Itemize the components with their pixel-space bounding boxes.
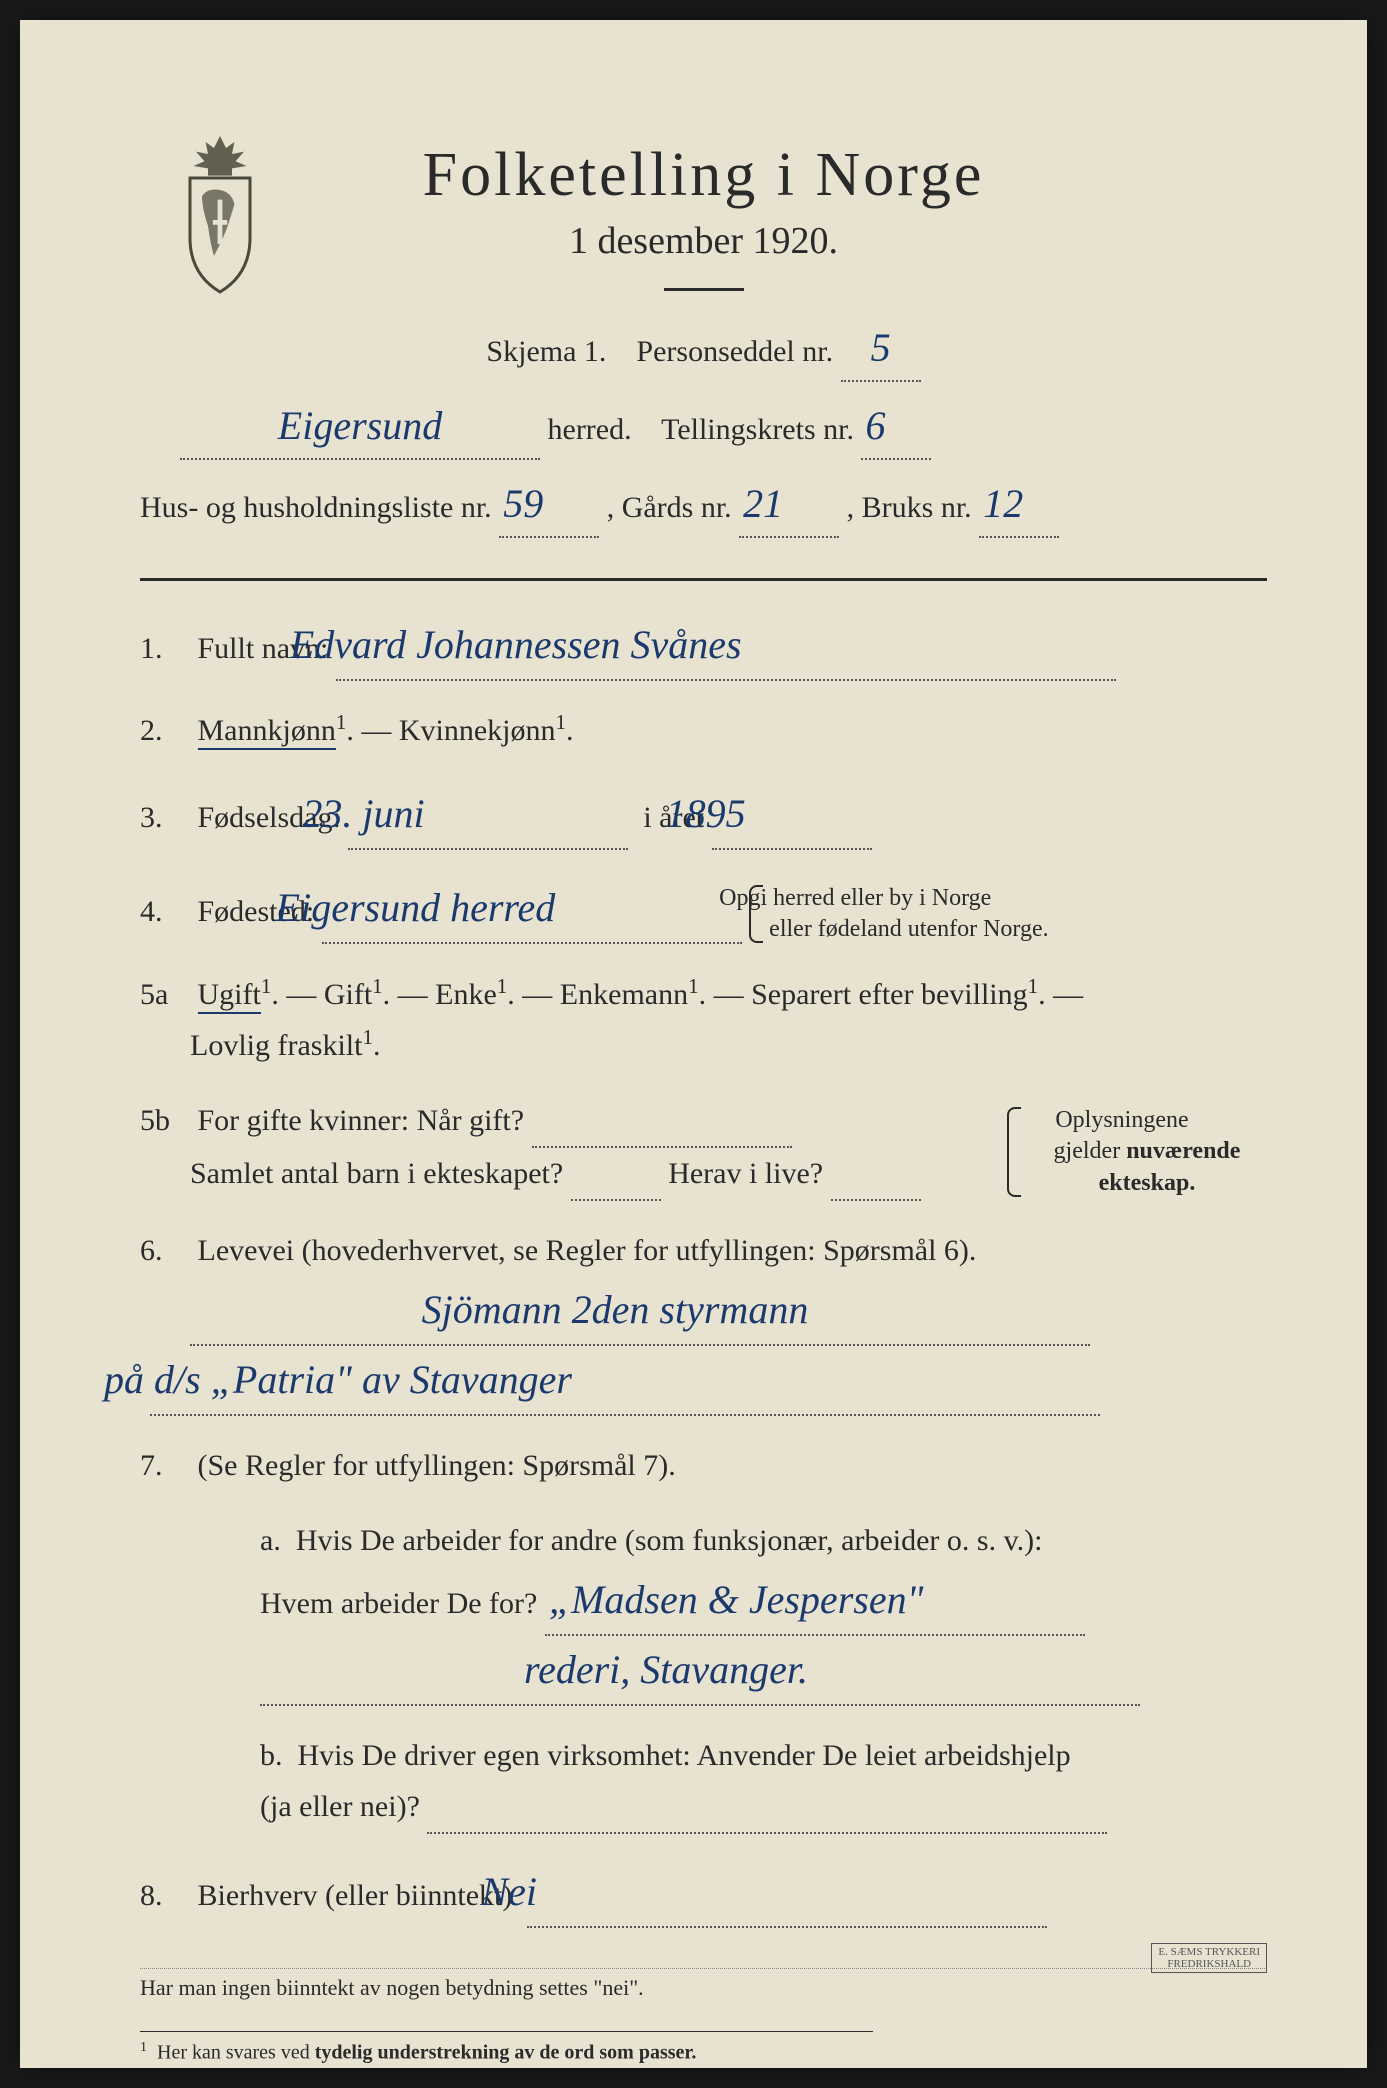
full-name-value: Edvard Johannessen Svånes bbox=[290, 622, 742, 667]
question-2: 2. Mannkjønn1. — Kvinnekjønn1. bbox=[140, 705, 1267, 756]
q4-num: 4. bbox=[140, 886, 190, 937]
employer-line2: rederi, Stavanger. bbox=[264, 1647, 808, 1692]
tellingskrets-label: Tellingskrets nr. bbox=[661, 413, 854, 446]
form-header: Folketelling i Norge 1 desember 1920. Sk… bbox=[140, 140, 1267, 538]
birthplace-value: Eigersund herred bbox=[276, 885, 556, 930]
birth-day-value: 23. juni bbox=[302, 791, 424, 836]
q5b-label3: Herav i live? bbox=[668, 1157, 823, 1190]
printer-mark: E. SÆMS TRYKKERIFREDRIKSHALD bbox=[1151, 1943, 1267, 1973]
marital-enke: Enke bbox=[435, 978, 497, 1011]
header-divider bbox=[140, 578, 1267, 581]
bruks-nr: 12 bbox=[983, 481, 1023, 526]
question-8: 8. Bierhverv (eller biinntekt) Nei bbox=[140, 1858, 1267, 1928]
occupation-line1: Sjömann 2den styrmann bbox=[422, 1287, 809, 1332]
gards-nr: 21 bbox=[743, 481, 783, 526]
q7a-label: a. bbox=[260, 1524, 281, 1557]
footnote: 1 Her kan svares ved tydelig understrekn… bbox=[140, 2031, 873, 2065]
personseddel-line: Skjema 1. Personseddel nr. 5 bbox=[140, 316, 1267, 382]
q6-num: 6. bbox=[140, 1225, 190, 1276]
q7b-text2: (ja eller nei)? bbox=[260, 1790, 420, 1823]
herred-label: herred. bbox=[548, 413, 632, 446]
husliste-nr: 59 bbox=[503, 481, 543, 526]
q7a-text1: Hvis De arbeider for andre (som funksjon… bbox=[296, 1524, 1043, 1557]
tellingskrets-nr: 6 bbox=[865, 403, 885, 448]
q8-label: Bierhverv (eller biinntekt) bbox=[198, 1879, 513, 1912]
husliste-line: Hus- og husholdningsliste nr. 59 , Gårds… bbox=[140, 472, 1267, 538]
herred-value: Eigersund bbox=[278, 403, 442, 448]
norway-coat-of-arms-icon bbox=[160, 130, 280, 290]
q7-num: 7. bbox=[140, 1440, 190, 1491]
gender-female: Kvinnekjønn bbox=[399, 714, 556, 747]
bierhverv-value: Nei bbox=[481, 1869, 537, 1914]
q5b-note: Oplysningene gjelder nuværende ekteskap. bbox=[1007, 1105, 1267, 1199]
bruks-label: , Bruks nr. bbox=[847, 491, 972, 524]
herred-line: Eigersund herred. Tellingskrets nr. 6 bbox=[140, 394, 1267, 460]
gards-label: , Gårds nr. bbox=[607, 491, 732, 524]
q7-label: (Se Regler for utfyllingen: Spørsmål 7). bbox=[198, 1449, 676, 1482]
q6-label: Levevei (hovederhvervet, se Regler for u… bbox=[198, 1234, 977, 1267]
personseddel-nr: 5 bbox=[871, 325, 891, 370]
question-7a: a. Hvis De arbeider for andre (som funks… bbox=[140, 1515, 1267, 1706]
marital-fraskilt: Lovlig fraskilt bbox=[190, 1029, 362, 1062]
q1-num: 1. bbox=[140, 623, 190, 674]
skjema-label: Skjema 1. bbox=[486, 335, 606, 368]
employer-line1: „Madsen & Jespersen" bbox=[549, 1577, 924, 1622]
q7b-text1: Hvis De driver egen virksomhet: Anvender… bbox=[298, 1739, 1071, 1772]
q7a-text2: Hvem arbeider De for? bbox=[260, 1587, 537, 1620]
occupation-line2: på d/s „Patria" av Stavanger bbox=[104, 1357, 572, 1402]
q5a-num: 5a bbox=[140, 969, 190, 1020]
census-form-page: Folketelling i Norge 1 desember 1920. Sk… bbox=[20, 20, 1367, 2068]
question-5b: Oplysningene gjelder nuværende ekteskap.… bbox=[140, 1095, 1267, 1201]
q7b-label: b. bbox=[260, 1739, 283, 1772]
q3-num: 3. bbox=[140, 792, 190, 843]
question-5a: 5a Ugift1. — Gift1. — Enke1. — Enkemann1… bbox=[140, 969, 1267, 1071]
personseddel-label: Personseddel nr. bbox=[636, 335, 833, 368]
q2-num: 2. bbox=[140, 705, 190, 756]
birth-year-value: 1895 bbox=[666, 791, 746, 836]
question-7b: b. Hvis De driver egen virksomhet: Anven… bbox=[140, 1730, 1267, 1834]
question-3: 3. Fødselsdag: 23. juni i året 1895 bbox=[140, 780, 1267, 850]
form-title: Folketelling i Norge bbox=[140, 140, 1267, 211]
question-1: 1. Fullt navn: Edvard Johannessen Svånes bbox=[140, 611, 1267, 681]
q5b-label1: For gifte kvinner: Når gift? bbox=[198, 1104, 525, 1137]
q8-num: 8. bbox=[140, 1870, 190, 1921]
marital-enkemann: Enkemann bbox=[560, 978, 688, 1011]
title-divider bbox=[664, 288, 744, 291]
question-4: 4. Fødested: Eigersund herred Opgi herre… bbox=[140, 874, 1267, 945]
marital-ugift: Ugift bbox=[198, 978, 261, 1014]
census-date: 1 desember 1920. bbox=[140, 219, 1267, 263]
birthplace-note: Opgi herred eller by i Norge eller fødel… bbox=[749, 883, 1048, 945]
question-7: 7. (Se Regler for utfyllingen: Spørsmål … bbox=[140, 1440, 1267, 1491]
q5b-label2: Samlet antal barn i ekteskapet? bbox=[190, 1157, 563, 1190]
question-6: 6. Levevei (hovederhvervet, se Regler fo… bbox=[140, 1225, 1267, 1416]
q5b-num: 5b bbox=[140, 1095, 190, 1146]
gender-male: Mannkjønn bbox=[198, 714, 336, 750]
marital-separert: Separert efter bevilling bbox=[751, 978, 1028, 1011]
marital-gift: Gift bbox=[324, 978, 372, 1011]
husliste-label: Hus- og husholdningsliste nr. bbox=[140, 491, 492, 524]
footer-instruction: Har man ingen biinntekt av nogen betydni… bbox=[140, 1968, 1267, 2001]
